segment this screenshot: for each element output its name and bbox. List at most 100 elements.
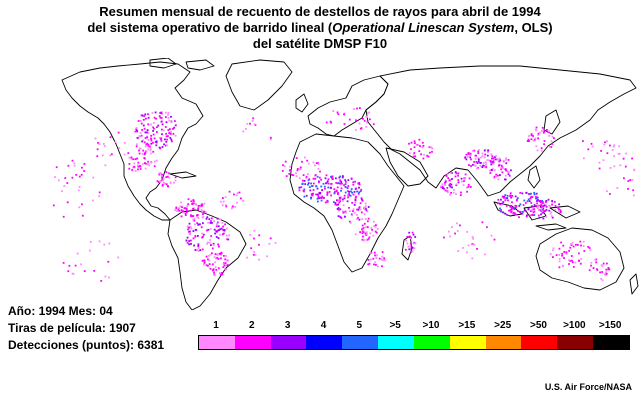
lightning-dot-405 (207, 264, 209, 267)
lightning-dot-1023 (506, 214, 509, 216)
lightning-dot-1212 (605, 273, 608, 275)
lightning-dot-797 (455, 183, 458, 186)
lightning-dot-1433 (454, 232, 456, 235)
lightning-dot-1099 (543, 204, 546, 207)
lightning-dot-969 (514, 195, 517, 198)
lightning-dot-936 (515, 199, 518, 202)
lightning-dot-15 (169, 128, 171, 130)
lightning-dot-999 (500, 210, 502, 213)
lightning-dot-1412 (451, 226, 453, 228)
lightning-dot-1201 (594, 258, 597, 261)
lightning-dot-1109 (543, 140, 546, 142)
lightning-dot-1395 (258, 234, 261, 237)
lightning-dot-310 (185, 239, 188, 242)
lightning-dot-1041 (539, 199, 542, 202)
lightning-dot-919 (502, 167, 504, 170)
lightning-dot-1303 (317, 162, 319, 164)
lightning-dot-1030 (512, 207, 514, 210)
lightning-dot-1027 (499, 207, 501, 210)
lightning-dot-1058 (541, 212, 544, 214)
lightning-dot-527 (321, 189, 323, 191)
lightning-dot-624 (346, 194, 349, 197)
lightning-dot-784 (442, 187, 444, 189)
lightning-dot-1096 (533, 208, 535, 210)
lightning-dot-630 (359, 208, 362, 211)
lightning-dot-46 (150, 137, 152, 140)
lightning-dot-1441 (609, 167, 612, 169)
lightning-dot-346 (220, 227, 223, 230)
lightning-dot-1435 (622, 157, 625, 160)
lightning-dot-1458 (67, 270, 70, 273)
lightning-dot-325 (186, 236, 189, 239)
lightning-dot-1489 (612, 145, 615, 148)
lightning-dot-1381 (78, 206, 81, 209)
lightning-dot-28 (153, 122, 155, 124)
lightning-dot-837 (465, 153, 468, 156)
lightning-dot-508 (330, 175, 332, 178)
lightning-dot-1255 (325, 121, 328, 124)
lightning-dot-1299 (301, 179, 304, 182)
legend-swatch-0 (199, 336, 235, 349)
lightning-dot-24 (160, 139, 163, 142)
lightning-dot-117 (165, 132, 167, 135)
lightning-dot-337 (208, 218, 211, 221)
lightning-dot-150 (146, 163, 148, 166)
lightning-dot-1329 (128, 156, 131, 159)
lightning-dot-1465 (76, 252, 79, 255)
lightning-dot-421 (211, 252, 213, 255)
legend-swatch-6 (413, 336, 450, 349)
lightning-dot-675 (361, 232, 364, 234)
lightning-dot-1258 (354, 129, 357, 131)
lightning-dot-789 (459, 194, 462, 196)
lightning-dot-1264 (359, 107, 361, 109)
lightning-dot-824 (477, 150, 480, 153)
lightning-dot-695 (364, 218, 367, 220)
lightning-dot-174 (158, 181, 160, 183)
lightning-dot-651 (342, 211, 345, 214)
lightning-dot-1117 (543, 130, 546, 133)
lightning-dot-840 (483, 156, 486, 159)
lightning-dot-794 (467, 186, 470, 188)
lightning-dot-728 (409, 244, 412, 247)
lightning-dot-561 (318, 197, 320, 200)
lightning-dot-952 (504, 212, 507, 215)
lightning-dot-703 (372, 257, 375, 260)
lightning-dot-1180 (555, 254, 558, 256)
lightning-dot-1168 (572, 266, 575, 268)
lightning-dot-1018 (504, 199, 507, 202)
lightning-dot-708 (367, 263, 370, 266)
lightning-dot-628 (334, 202, 337, 204)
lightning-dot-1235 (412, 156, 415, 158)
lightning-dot-1501 (251, 120, 254, 122)
lightning-dot-513 (339, 179, 342, 182)
lightning-dot-422 (212, 270, 215, 273)
legend-label-8: >25 (494, 320, 512, 331)
lightning-dot-1334 (118, 147, 121, 149)
lightning-dot-717 (381, 259, 384, 261)
lightning-dot-335 (188, 243, 190, 246)
lightning-dot-1384 (98, 191, 101, 194)
lightning-dot-1317 (149, 148, 152, 150)
lightning-dot-110 (142, 118, 145, 121)
lightning-dot-821 (477, 160, 480, 163)
legend-swatch-4 (342, 336, 379, 349)
lightning-dot-1259 (365, 116, 368, 118)
lightning-dot-791 (455, 193, 457, 195)
lightning-dot-902 (489, 172, 492, 174)
lightning-dot-364 (226, 238, 229, 241)
lightning-dot-1127 (526, 140, 529, 142)
lightning-dot-1274 (336, 111, 339, 114)
lightning-dot-682 (376, 228, 379, 230)
lightning-dot-1283 (315, 162, 318, 164)
lightning-dot-512 (319, 191, 322, 194)
lightning-dot-799 (453, 189, 455, 191)
lightning-dot-1003 (528, 200, 531, 202)
lightning-dot-43 (161, 146, 164, 148)
lightning-dot-1377 (83, 163, 86, 165)
lightning-dot-1175 (558, 266, 561, 269)
lightning-dot-600 (365, 209, 368, 212)
lightning-dot-603 (352, 208, 355, 211)
lightning-dot-684 (367, 217, 370, 220)
lightning-dot-1382 (81, 214, 84, 217)
lightning-dot-885 (492, 160, 495, 163)
